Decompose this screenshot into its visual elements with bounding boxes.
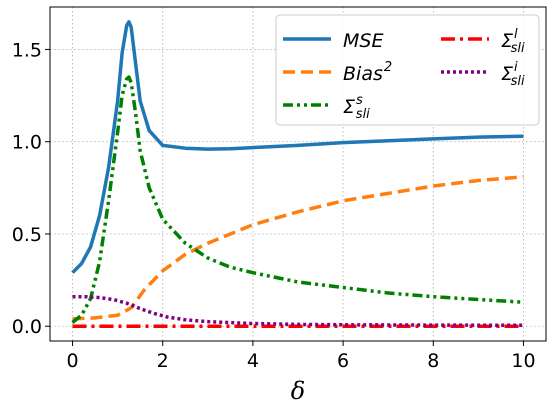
series-line-2 (71, 75, 524, 324)
legend-label-2: Σs sli (343, 93, 370, 122)
legend: MSE Bias2 Σs sli Σl sli Σi sli (275, 14, 540, 126)
legend-box (275, 14, 540, 126)
x-axis-title: δ (291, 377, 305, 405)
y-tick-label: 1.0 (12, 132, 42, 154)
x-tick-label: 8 (427, 350, 439, 372)
y-tick-label: 1.5 (12, 39, 42, 61)
x-tick-label: 2 (157, 350, 169, 372)
y-tick-label: 0.5 (12, 224, 42, 246)
series-line-0 (71, 20, 524, 274)
axis-ticks: 0 2 4 6 8 10 0.0 0.5 1.0 1.5 (12, 39, 536, 372)
plot-frame (49, 6, 547, 342)
series-lines (71, 20, 524, 328)
x-tick-label: 0 (66, 350, 78, 372)
legend-label-1: Bias2 (343, 60, 392, 85)
legend-label-0: MSE (343, 30, 383, 52)
legend-label-3: Σl sli (501, 27, 525, 56)
legend-label-4: Σi sli (501, 60, 525, 89)
x-tick-label: 10 (511, 350, 535, 372)
series-line-4 (72, 294, 524, 328)
x-tick-label: 4 (247, 350, 259, 372)
x-tick-label: 6 (337, 350, 349, 372)
y-tick-label: 0.0 (12, 316, 42, 338)
